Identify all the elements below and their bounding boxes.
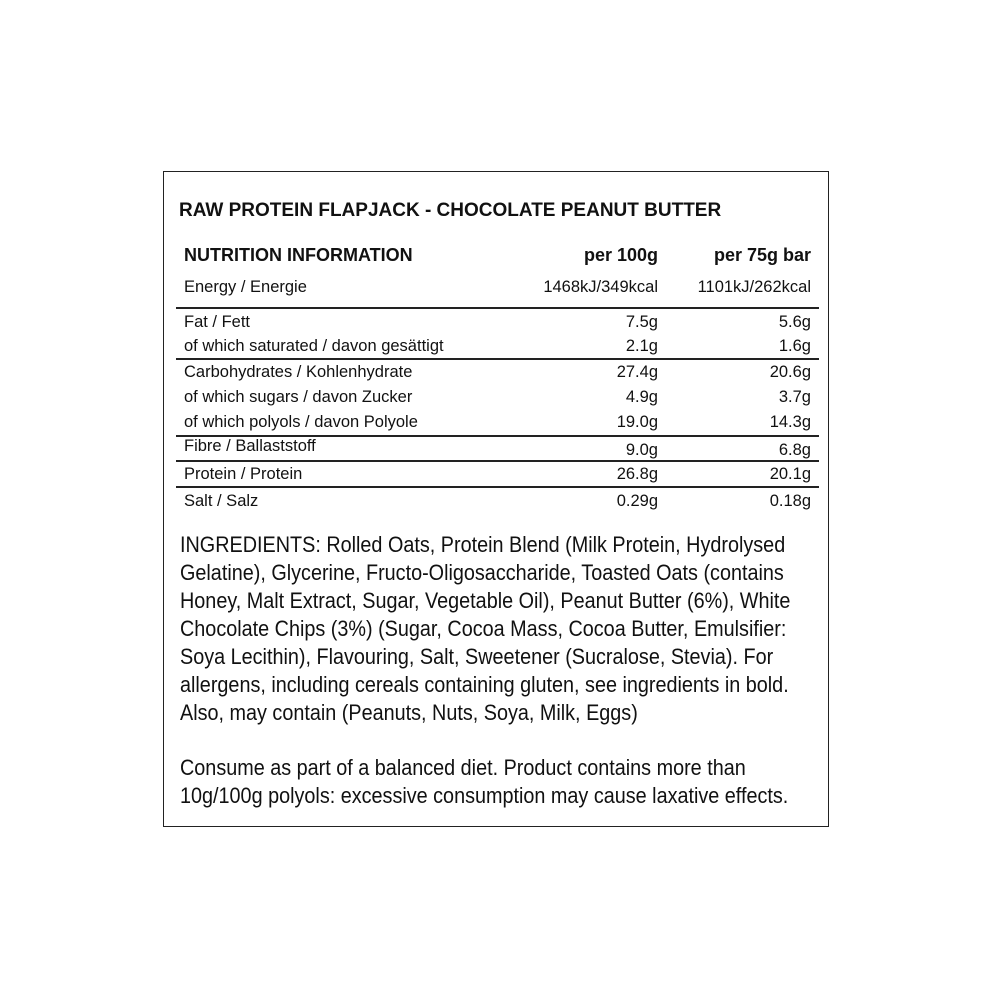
- table-row-fat: Fat / Fett 7.5g 5.6g: [184, 313, 811, 337]
- table-row-saturated: of which saturated / davon gesättigt 2.1…: [184, 337, 811, 361]
- row-per-100g: 19.0g: [616, 413, 658, 431]
- ingredients-line: Honey, Malt Extract, Sugar, Vegetable Oi…: [180, 588, 791, 613]
- row-label: Fat / Fett: [184, 313, 251, 331]
- row-per-100g: 1468kJ/349kcal: [543, 278, 658, 296]
- row-per-100g: 4.9g: [625, 388, 658, 406]
- ingredients-line: Chocolate Chips (3%) (Sugar, Cocoa Mass,…: [180, 616, 787, 641]
- row-label: Salt / Salz: [184, 492, 259, 510]
- row-label: of which polyols / davon Polyole: [184, 413, 418, 431]
- divider: [176, 486, 819, 488]
- divider: [176, 460, 819, 462]
- row-per-bar: 3.7g: [778, 388, 811, 406]
- row-per-bar: 1.6g: [778, 337, 811, 355]
- advice-text: Consume as part of a balanced diet. Prod…: [180, 754, 871, 810]
- advice-line: 10g/100g polyols: excessive consumption …: [180, 783, 789, 808]
- row-per-bar: 1101kJ/262kcal: [697, 278, 811, 296]
- row-per-bar: 6.8g: [778, 441, 811, 459]
- table-header: NUTRITION INFORMATION per 100g per 75g b…: [184, 245, 811, 269]
- ingredients-line: allergens, including cereals containing …: [180, 672, 789, 697]
- row-per-100g: 7.5g: [625, 313, 658, 331]
- table-row-polyols: of which polyols / davon Polyole 19.0g 1…: [184, 413, 811, 437]
- ingredients-line: INGREDIENTS: Rolled Oats, Protein Blend …: [180, 532, 786, 557]
- ingredients-line: Gelatine), Glycerine, Fructo-Oligosaccha…: [180, 560, 784, 585]
- row-per-100g: 2.1g: [625, 337, 658, 355]
- product-title: RAW PROTEIN FLAPJACK - CHOCOLATE PEANUT …: [179, 200, 722, 221]
- ingredients-line: Also, may contain (Peanuts, Nuts, Soya, …: [180, 700, 638, 725]
- row-label: Carbohydrates / Kohlenhydrate: [184, 363, 413, 381]
- row-label: Energy / Energie: [184, 278, 307, 296]
- header-label: NUTRITION INFORMATION: [184, 245, 413, 265]
- row-per-100g: 9.0g: [625, 441, 658, 459]
- row-per-bar: 20.6g: [769, 363, 811, 381]
- advice-line: Consume as part of a balanced diet. Prod…: [180, 755, 746, 780]
- row-label: of which sugars / davon Zucker: [184, 388, 413, 406]
- header-per-100g: per 100g: [583, 245, 658, 265]
- divider: [176, 358, 819, 360]
- table-row-carbohydrates: Carbohydrates / Kohlenhydrate 27.4g 20.6…: [184, 363, 811, 387]
- row-per-bar: 14.3g: [769, 413, 811, 431]
- table-row-sugars: of which sugars / davon Zucker 4.9g 3.7g: [184, 388, 811, 412]
- row-per-100g: 26.8g: [616, 465, 658, 483]
- row-label: of which saturated / davon gesättigt: [184, 337, 444, 355]
- row-per-100g: 27.4g: [616, 363, 658, 381]
- ingredients-line: Soya Lecithin), Flavouring, Salt, Sweete…: [180, 644, 774, 669]
- nutrition-label-panel: RAW PROTEIN FLAPJACK - CHOCOLATE PEANUT …: [163, 171, 829, 827]
- row-label: Fibre / Ballaststoff: [184, 437, 316, 455]
- divider: [176, 435, 819, 437]
- row-per-100g: 0.29g: [616, 492, 658, 510]
- table-row-protein: Protein / Protein 26.8g 20.1g: [184, 465, 811, 489]
- table-row-fibre: Fibre / Ballaststoff 9.0g 6.8g: [184, 437, 811, 461]
- divider: [176, 307, 819, 309]
- row-per-bar: 20.1g: [769, 465, 811, 483]
- row-per-bar: 5.6g: [778, 313, 811, 331]
- row-label: Protein / Protein: [184, 465, 303, 483]
- table-row-energy: Energy / Energie 1468kJ/349kcal 1101kJ/2…: [184, 278, 811, 302]
- header-per-bar: per 75g bar: [713, 245, 811, 265]
- ingredients-text: INGREDIENTS: Rolled Oats, Protein Blend …: [180, 531, 874, 727]
- table-row-salt: Salt / Salz 0.29g 0.18g: [184, 492, 811, 516]
- row-per-bar: 0.18g: [769, 492, 811, 510]
